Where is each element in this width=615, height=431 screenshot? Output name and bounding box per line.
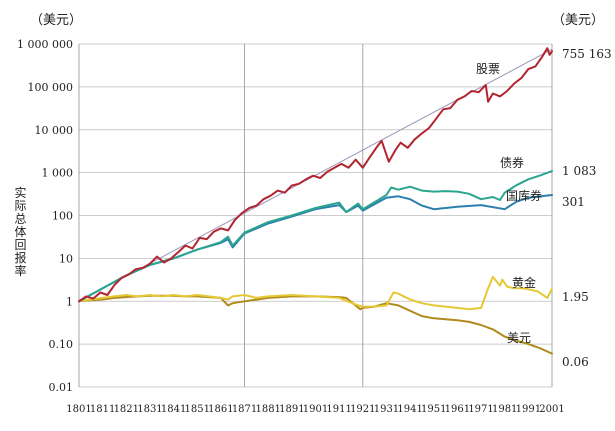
series-line xyxy=(78,170,553,303)
x-tick-label: 1891 xyxy=(279,404,304,415)
right-unit-label: （美元） xyxy=(552,13,604,28)
series-name-label: 股票 xyxy=(476,62,500,76)
x-tick-label: 1981 xyxy=(492,404,517,415)
x-tick-label: 1951 xyxy=(421,404,446,415)
x-tick-label: 1861 xyxy=(208,404,233,415)
x-tick-label: 1931 xyxy=(374,404,399,415)
y-tick-label: 100 xyxy=(52,210,73,223)
series-end-value: 1.95 xyxy=(562,290,589,304)
x-tick-label: 1801 xyxy=(66,404,91,415)
y-axis-title: 实际总体回报率 xyxy=(13,185,27,277)
x-tick-label: 1851 xyxy=(185,404,210,415)
y-tick-label: 1 xyxy=(66,295,73,308)
x-tick-label: 1991 xyxy=(516,404,541,415)
y-tick-label: 10 000 xyxy=(35,124,74,137)
x-tick-label: 1941 xyxy=(397,404,422,415)
x-tick-label: 1961 xyxy=(445,404,470,415)
x-tick-label: 1841 xyxy=(161,404,186,415)
series-line xyxy=(78,275,553,311)
x-tick-label: 1871 xyxy=(232,404,257,415)
y-tick-label: 1 000 000 xyxy=(17,38,73,51)
x-tick-label: 1901 xyxy=(303,404,328,415)
series-end-value: 301 xyxy=(562,195,585,209)
series-end-value: 1 083 xyxy=(562,164,596,178)
x-tick-label: 1971 xyxy=(468,404,493,415)
series-name-label: 债券 xyxy=(500,155,524,170)
series-end-value: 755 163 xyxy=(562,47,612,61)
series-line xyxy=(78,47,553,303)
x-tick-label: 1881 xyxy=(255,404,280,415)
series-end-value: 0.06 xyxy=(562,355,589,369)
y-tick-label: 1 000 xyxy=(42,167,74,180)
x-tick-label: 1921 xyxy=(350,404,375,415)
series-name-label: 黄金 xyxy=(512,275,536,290)
series-name-label: 美元 xyxy=(507,331,531,345)
x-tick-label: 1811 xyxy=(90,404,115,415)
x-tick-label: 1831 xyxy=(137,404,162,415)
y-tick-label: 10 xyxy=(59,252,73,265)
left-unit-label: （美元） xyxy=(30,13,82,28)
series-name-label: 国库券 xyxy=(506,188,542,203)
y-tick-label: 0.01 xyxy=(49,381,74,394)
x-tick-label: 2001 xyxy=(539,404,564,415)
y-tick-label: 0.10 xyxy=(49,338,74,351)
x-tick-label: 1911 xyxy=(326,404,351,415)
y-tick-label: 100 000 xyxy=(28,81,74,94)
x-tick-label: 1821 xyxy=(114,404,139,415)
tick-layer: 1 000 000 100 000 10 000 1 000 100 10 1 0.10 0.0… xyxy=(17,38,565,415)
series-layer xyxy=(78,47,553,355)
